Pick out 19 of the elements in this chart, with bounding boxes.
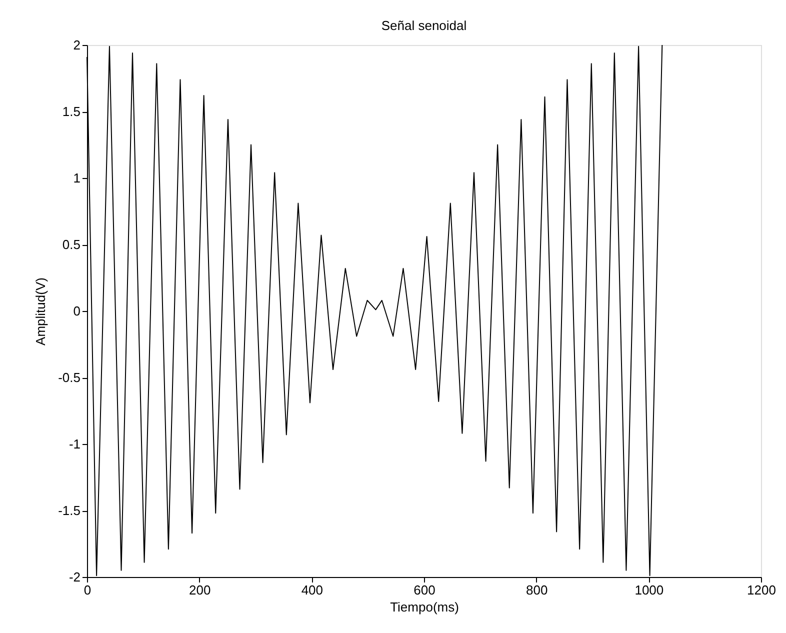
x-tick-label: 800: [526, 582, 548, 598]
x-axis-title: Tiempo(ms): [390, 600, 459, 614]
x-tick-label: 400: [301, 582, 324, 598]
x-tick-label: 1000: [634, 582, 664, 598]
y-tick-label: 1.5: [62, 104, 80, 119]
y-tick-label: 0: [73, 304, 80, 318]
y-tick-label: -0.5: [58, 370, 80, 385]
y-tick-label: -1.5: [58, 503, 80, 518]
y-tick-label: -2: [68, 570, 80, 584]
y-axis-title: Amplitud(V): [33, 278, 48, 346]
chart-title: Señal senoidal: [381, 18, 467, 33]
x-tick-label: 0: [84, 582, 92, 598]
x-tick-label: 600: [414, 582, 436, 598]
x-tick-label: 1200: [747, 582, 776, 598]
y-tick-label: 1: [73, 170, 80, 186]
y-tick-label: -1: [68, 436, 80, 452]
y-tick-label: 2: [73, 38, 80, 52]
y-tick-label: 0.5: [62, 237, 80, 252]
x-tick-label: 200: [188, 582, 211, 598]
